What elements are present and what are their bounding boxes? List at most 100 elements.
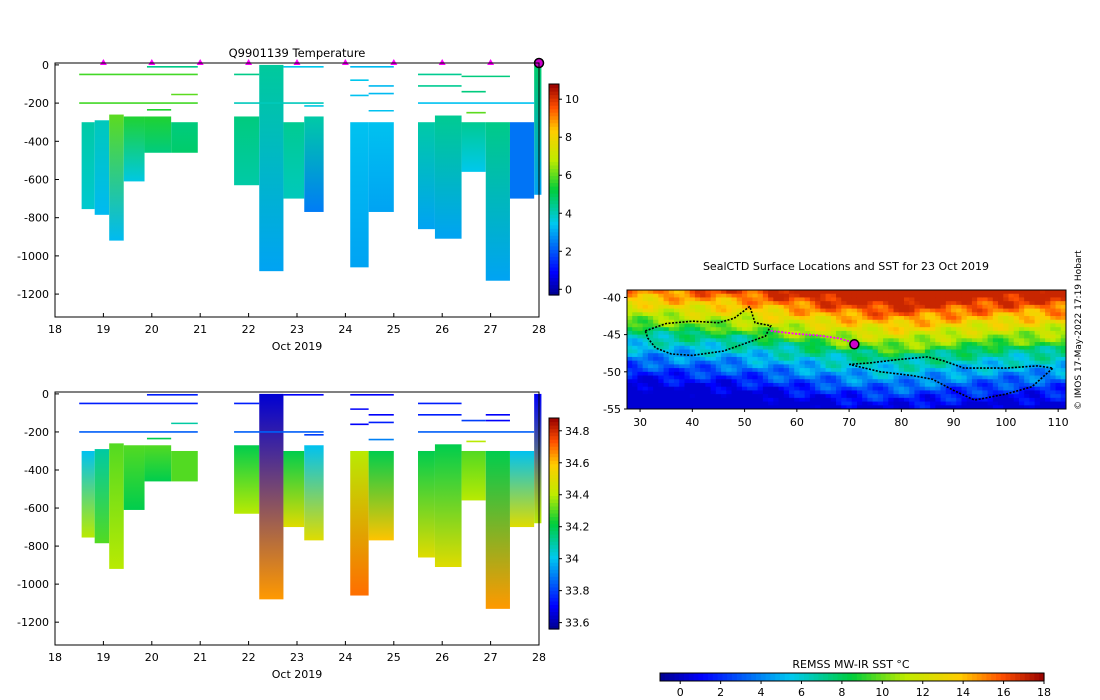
map-axes-frame <box>626 289 1067 410</box>
colorbar-tick-label: 8 <box>565 131 572 144</box>
x-tick-label: 24 <box>338 651 352 664</box>
y-tick-label: -200 <box>24 97 49 110</box>
sst-colorbar-tick-label: 6 <box>798 686 805 699</box>
profile-column <box>350 450 369 596</box>
x-tick-label: 20 <box>145 651 159 664</box>
dive-marker <box>196 59 204 65</box>
sst-colorbar-tick-label: 4 <box>758 686 765 699</box>
profile-column <box>81 122 95 210</box>
profile-column <box>485 122 510 281</box>
dive-marker <box>487 59 495 65</box>
profile-column <box>418 122 435 230</box>
colorbar-tick-label: 34.6 <box>565 457 590 470</box>
colorbar-tick-label: 34 <box>565 553 579 566</box>
profile-column <box>94 449 110 544</box>
profile-column <box>81 450 95 538</box>
salinity-plot-area <box>79 393 542 609</box>
map-y-tick-label: -40 <box>603 291 621 304</box>
y-tick-label: -200 <box>24 426 49 439</box>
profile-column <box>234 116 260 186</box>
temperature-panel: Q9901139 Temperature 18 19 20 21 22 23 24 25 26 2… <box>17 46 579 353</box>
y-tick-label: -1200 <box>17 288 49 301</box>
map-x-tick-label: 60 <box>790 416 804 429</box>
profile-column <box>304 445 324 541</box>
profile-column <box>171 450 198 482</box>
map-x-tick-label: 70 <box>842 416 856 429</box>
profile-column <box>534 393 542 524</box>
x-tick-label: 28 <box>532 323 546 336</box>
map-x-tick-label: 80 <box>894 416 908 429</box>
x-tick-label: 20 <box>145 323 159 336</box>
sst-colorbar-tick-label: 10 <box>875 686 889 699</box>
profile-column <box>259 393 284 600</box>
sst-colorbar-tick-label: 0 <box>677 686 684 699</box>
y-tick-label: 0 <box>42 388 49 401</box>
recent-track <box>770 330 855 346</box>
seal-track-east <box>848 356 1055 401</box>
y-tick-label: -1200 <box>17 616 49 629</box>
map-x-tick-label: 50 <box>738 416 752 429</box>
profile-column <box>283 450 305 528</box>
profile-column <box>283 122 305 199</box>
profile-column <box>123 116 145 182</box>
profile-column <box>350 122 369 268</box>
profile-column <box>368 450 394 541</box>
sst-colorbar-tick-label: 14 <box>956 686 970 699</box>
temperature-colorbar: 0 2 4 6 8 10 <box>548 83 579 296</box>
map-x-tick-label: 100 <box>995 416 1016 429</box>
sst-colorbar-tick-label: 8 <box>838 686 845 699</box>
profile-column <box>234 445 260 514</box>
profile-column <box>94 120 110 215</box>
profile-column <box>461 450 486 501</box>
map-x-tick-label: 110 <box>1048 416 1069 429</box>
profile-column <box>144 445 172 482</box>
profile-column <box>144 116 172 153</box>
sst-colorbar: REMSS MW-IR SST °C 0 2 4 6 8 10 12 14 16 18 <box>659 658 1051 699</box>
map-title: SealCTD Surface Locations and SST for 23… <box>703 260 989 273</box>
profile-column <box>509 450 535 528</box>
y-tick-label: -800 <box>24 540 49 553</box>
x-tick-label: 25 <box>387 651 401 664</box>
x-tick-label: 27 <box>484 323 498 336</box>
temperature-xlabel: Oct 2019 <box>272 340 323 353</box>
dive-marker <box>148 59 156 65</box>
colorbar-tick-label: 33.6 <box>565 617 590 630</box>
sst-colorbar-label: REMSS MW-IR SST °C <box>792 658 910 671</box>
salinity-axes: 18 19 20 21 22 23 24 25 26 27 28 0 -200 -400 -600 -800 -… <box>17 388 546 664</box>
profile-column <box>434 115 462 239</box>
colorbar-tick-label: 6 <box>565 169 572 182</box>
map-x-tick-label: 40 <box>685 416 699 429</box>
sst-map-area <box>627 290 1066 409</box>
seal-track-west <box>644 305 772 357</box>
profile-column <box>534 64 542 195</box>
map-x-tick-label: 90 <box>947 416 961 429</box>
map-axes: 30 40 50 60 70 80 90 100 110 -40 -45 -50 -55 <box>603 291 1069 429</box>
profile-column <box>109 443 124 569</box>
x-tick-label: 22 <box>242 651 256 664</box>
profile-column <box>109 114 124 241</box>
map-y-tick-label: -55 <box>603 403 621 416</box>
x-tick-label: 28 <box>532 651 546 664</box>
y-tick-label: -600 <box>24 173 49 186</box>
sst-colorbar-tick-label: 16 <box>997 686 1011 699</box>
colorbar-tick-label: 33.8 <box>565 585 590 598</box>
x-tick-label: 18 <box>48 651 62 664</box>
dive-marker <box>438 59 446 65</box>
profile-column <box>485 450 510 609</box>
x-tick-label: 23 <box>290 651 304 664</box>
profile-column <box>509 122 535 199</box>
y-tick-label: -600 <box>24 502 49 515</box>
x-tick-label: 26 <box>435 651 449 664</box>
y-tick-label: -400 <box>24 464 49 477</box>
x-tick-label: 22 <box>242 323 256 336</box>
x-tick-label: 23 <box>290 323 304 336</box>
x-tick-label: 26 <box>435 323 449 336</box>
dive-marker <box>99 59 107 65</box>
colorbar-tick-label: 10 <box>565 93 579 106</box>
profile-column <box>418 450 435 558</box>
salinity-xlabel: Oct 2019 <box>272 668 323 681</box>
y-tick-label: -1000 <box>17 578 49 591</box>
x-tick-label: 19 <box>96 651 110 664</box>
y-tick-label: 0 <box>42 59 49 72</box>
